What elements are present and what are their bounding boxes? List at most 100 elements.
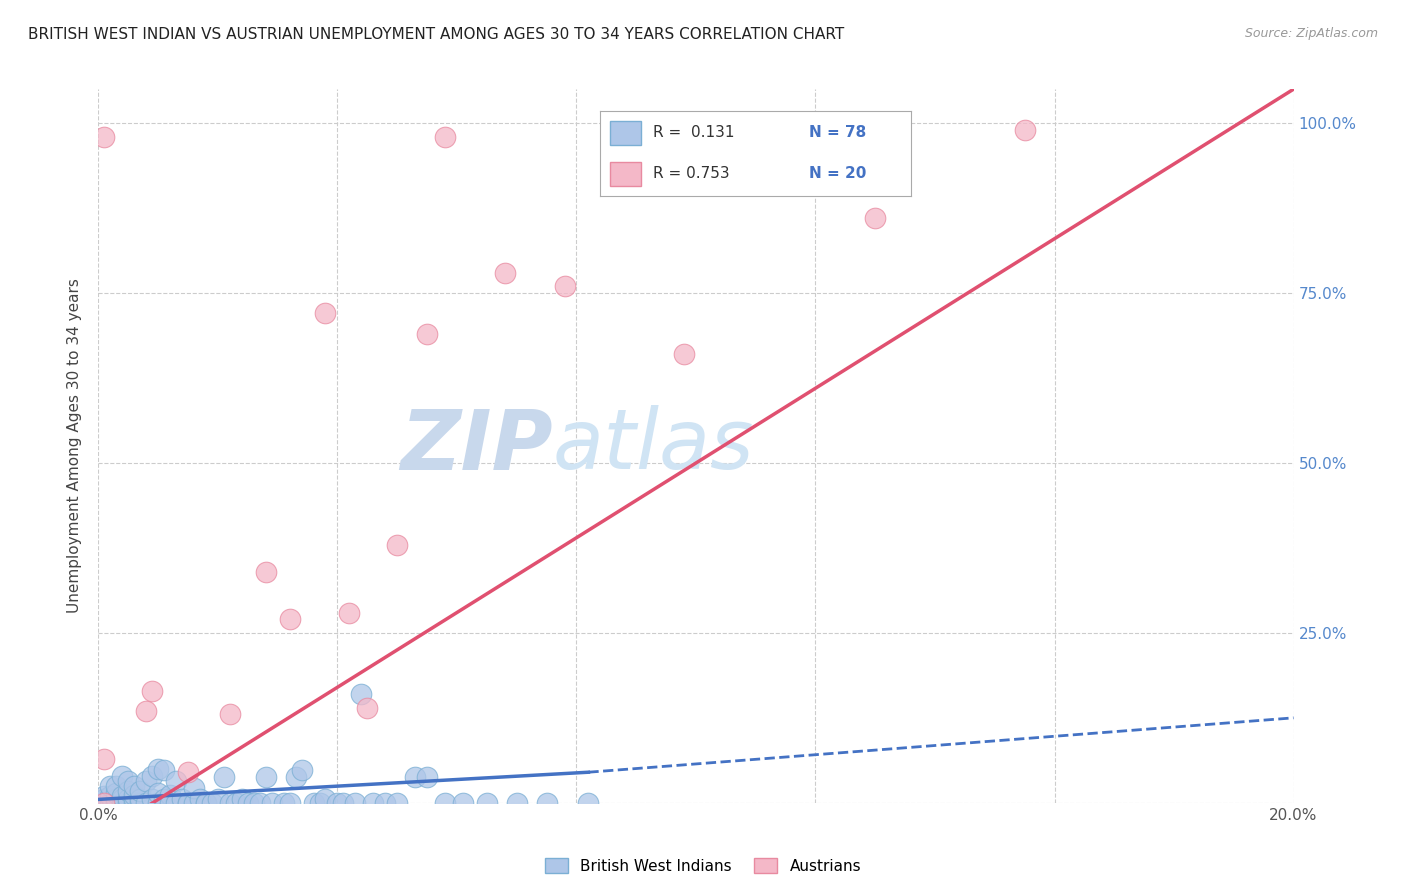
Point — [254, 770, 277, 784]
Point — [207, 792, 229, 806]
Point — [260, 796, 283, 810]
Point — [344, 796, 367, 810]
Point — [135, 796, 157, 810]
Point — [385, 537, 409, 551]
Point — [111, 796, 134, 810]
Point — [536, 796, 558, 810]
Point — [315, 792, 337, 806]
Point — [100, 796, 122, 810]
Point — [308, 796, 330, 810]
Point — [326, 796, 349, 810]
Point — [141, 792, 163, 806]
Point — [385, 796, 409, 810]
Point — [350, 687, 373, 701]
Point — [225, 796, 247, 810]
Point — [339, 606, 360, 620]
Point — [93, 792, 115, 806]
Point — [177, 796, 200, 810]
Point — [1014, 123, 1036, 137]
Point — [578, 796, 600, 810]
Point — [148, 762, 170, 776]
Point — [291, 763, 314, 777]
Point — [249, 796, 271, 810]
Point — [159, 788, 181, 802]
Point — [212, 770, 235, 784]
Point — [129, 792, 152, 806]
Point — [554, 279, 576, 293]
Point — [363, 796, 385, 810]
Point — [231, 792, 253, 806]
Point — [105, 779, 128, 793]
Text: R =  0.131: R = 0.131 — [654, 126, 735, 140]
Point — [153, 792, 176, 806]
Point — [273, 796, 295, 810]
Legend: British West Indians, Austrians: British West Indians, Austrians — [538, 852, 868, 880]
Point — [105, 792, 128, 806]
Point — [93, 789, 115, 803]
Point — [188, 792, 211, 806]
Point — [416, 770, 439, 784]
Point — [172, 792, 194, 806]
FancyBboxPatch shape — [610, 121, 641, 145]
Text: N = 20: N = 20 — [808, 167, 866, 181]
Point — [195, 796, 218, 810]
Point — [124, 779, 146, 793]
Text: BRITISH WEST INDIAN VS AUSTRIAN UNEMPLOYMENT AMONG AGES 30 TO 34 YEARS CORRELATI: BRITISH WEST INDIAN VS AUSTRIAN UNEMPLOY… — [28, 27, 845, 42]
Point — [284, 770, 307, 784]
Point — [111, 789, 134, 803]
Point — [506, 796, 529, 810]
Point — [105, 796, 128, 810]
Point — [434, 796, 457, 810]
Point — [105, 786, 128, 800]
Point — [219, 707, 242, 722]
Point — [332, 796, 354, 810]
Point — [148, 796, 170, 810]
Text: atlas: atlas — [553, 406, 754, 486]
Point — [111, 792, 134, 806]
Y-axis label: Unemployment Among Ages 30 to 34 years: Unemployment Among Ages 30 to 34 years — [67, 278, 83, 614]
Text: R = 0.753: R = 0.753 — [654, 167, 730, 181]
Point — [117, 792, 139, 806]
Point — [243, 796, 266, 810]
Point — [124, 788, 146, 802]
Point — [135, 774, 157, 789]
Point — [93, 129, 115, 144]
Point — [475, 796, 498, 810]
Point — [302, 796, 325, 810]
Point — [129, 783, 152, 797]
Point — [165, 774, 187, 789]
Point — [434, 129, 457, 144]
Point — [177, 796, 200, 810]
Point — [93, 751, 115, 765]
Point — [673, 347, 696, 361]
Point — [219, 796, 242, 810]
Point — [100, 789, 122, 803]
Point — [494, 266, 516, 280]
Point — [865, 211, 887, 226]
Point — [117, 774, 139, 789]
Point — [159, 796, 181, 810]
Point — [111, 769, 134, 783]
Point — [236, 796, 259, 810]
Point — [278, 612, 301, 626]
Point — [165, 796, 187, 810]
Point — [254, 565, 277, 579]
Point — [404, 770, 426, 784]
FancyBboxPatch shape — [610, 162, 641, 186]
Text: N = 78: N = 78 — [808, 126, 866, 140]
Point — [177, 765, 200, 780]
Point — [100, 779, 122, 793]
Point — [278, 796, 301, 810]
Point — [124, 796, 146, 810]
Point — [93, 796, 115, 810]
Text: ZIP: ZIP — [399, 406, 553, 486]
Point — [416, 326, 439, 341]
Point — [117, 783, 139, 797]
Point — [451, 796, 474, 810]
Point — [141, 769, 163, 783]
Point — [374, 796, 396, 810]
Point — [148, 786, 170, 800]
Point — [124, 792, 146, 806]
Text: Source: ZipAtlas.com: Source: ZipAtlas.com — [1244, 27, 1378, 40]
Point — [141, 683, 163, 698]
